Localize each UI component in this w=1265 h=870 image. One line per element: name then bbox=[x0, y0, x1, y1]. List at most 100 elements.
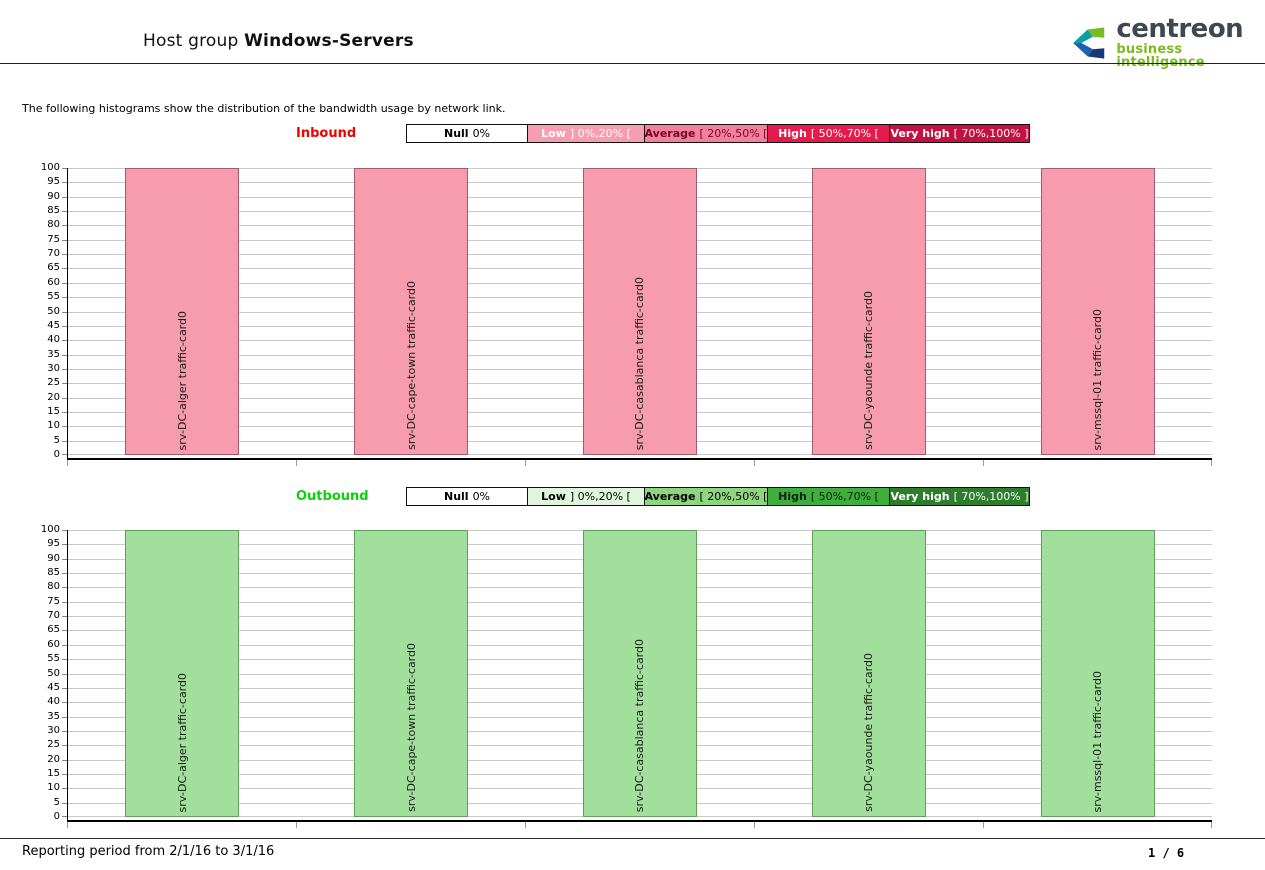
y-axis-label: 85 bbox=[47, 205, 60, 217]
y-axis-label: 25 bbox=[47, 377, 60, 389]
y-axis-tick bbox=[62, 716, 67, 718]
y-axis-label: 15 bbox=[47, 767, 60, 779]
bar-slot: srv-DC-yaounde traffic-card0 bbox=[754, 530, 983, 817]
y-axis-label: 30 bbox=[47, 724, 60, 736]
y-axis-tick bbox=[62, 745, 67, 747]
y-axis-tick bbox=[62, 573, 67, 575]
bar-slot: srv-DC-cape-town traffic-card0 bbox=[297, 530, 526, 817]
y-axis-label: 20 bbox=[47, 753, 60, 765]
bars-row: srv-DC-alger traffic-card0 srv-DC-cape-to… bbox=[68, 168, 1212, 455]
y-axis-tick bbox=[62, 368, 67, 370]
bar-label: srv-mssql-01 traffic-card0 bbox=[1091, 308, 1105, 450]
y-axis-label: 5 bbox=[53, 434, 60, 446]
y-axis-label: 70 bbox=[47, 248, 60, 260]
x-axis-tick bbox=[1211, 822, 1212, 828]
y-axis-tick bbox=[62, 196, 67, 198]
y-axis-tick bbox=[62, 182, 67, 184]
y-axis-label: 55 bbox=[47, 291, 60, 303]
legend-item-null: Null 0% bbox=[407, 488, 527, 505]
y-axis-label: 70 bbox=[47, 610, 60, 622]
inbound-histogram: 0 5 10 15 20 25 30 35 40 45 50 55 60 65 70 75 80 85 90 95 10… bbox=[27, 162, 1212, 466]
legend-item-very-high: Very high[ 70%,100% ] bbox=[889, 488, 1029, 505]
y-axis-tick bbox=[62, 297, 67, 299]
y-axis-label: 30 bbox=[47, 362, 60, 374]
bar-slot: srv-mssql-01 traffic-card0 bbox=[983, 168, 1212, 455]
plot-area: 0 5 10 15 20 25 30 35 40 45 50 55 60 65 70 75 80 85 90 95 10… bbox=[41, 524, 1212, 822]
histogram-bar: srv-DC-casablanca traffic-card0 bbox=[582, 530, 697, 817]
page-title-prefix: Host group bbox=[143, 31, 239, 51]
x-axis-tick bbox=[296, 822, 297, 828]
y-axis-label: 45 bbox=[47, 681, 60, 693]
y-axis-tick bbox=[62, 168, 67, 169]
y-axis-label: 60 bbox=[47, 638, 60, 650]
y-axis-tick bbox=[62, 673, 67, 675]
y-axis-tick bbox=[62, 759, 67, 761]
y-axis-label: 100 bbox=[40, 162, 60, 173]
centreon-logo-text: centreon business intelligence bbox=[1116, 16, 1265, 69]
y-axis-tick bbox=[62, 702, 67, 704]
x-axis-tick bbox=[67, 460, 68, 466]
bar-label: srv-DC-casablanca traffic-card0 bbox=[633, 638, 647, 812]
bar-slot: srv-DC-cape-town traffic-card0 bbox=[297, 168, 526, 455]
y-axis-tick bbox=[62, 544, 67, 546]
bar-label: srv-DC-alger traffic-card0 bbox=[175, 310, 189, 450]
y-axis-label: 85 bbox=[47, 567, 60, 579]
y-axis-tick bbox=[62, 802, 67, 804]
y-axis-tick bbox=[62, 730, 67, 732]
y-axis-tick bbox=[62, 788, 67, 790]
y-axis-tick bbox=[62, 340, 67, 342]
y-axis-tick bbox=[62, 616, 67, 618]
bar-slot: srv-DC-casablanca traffic-card0 bbox=[526, 530, 755, 817]
axis-gap bbox=[67, 455, 1212, 458]
y-axis-tick bbox=[62, 211, 67, 213]
y-axis-tick bbox=[62, 354, 67, 356]
y-axis-label: 90 bbox=[47, 552, 60, 564]
legend-item-high: High[ 50%,70% [ bbox=[767, 488, 889, 505]
y-axis-tick bbox=[62, 816, 67, 817]
y-axis-label: 60 bbox=[47, 276, 60, 288]
y-axis-label: 50 bbox=[47, 667, 60, 679]
y-axis-tick bbox=[62, 601, 67, 603]
y-axis-tick bbox=[62, 311, 67, 313]
page-title: Host group Windows-Servers bbox=[143, 31, 414, 51]
y-axis-tick bbox=[62, 630, 67, 632]
y-axis-label: 95 bbox=[47, 538, 60, 550]
inbound-legend: Null 0% Low] 0%,20% [Average[ 20%,50% [Hig… bbox=[406, 124, 1030, 143]
y-axis-label: 0 bbox=[53, 811, 60, 822]
logo-brand-name: centreon bbox=[1116, 14, 1244, 44]
y-axis-label: 25 bbox=[47, 739, 60, 751]
bar-label: srv-DC-casablanca traffic-card0 bbox=[633, 276, 647, 450]
x-axis bbox=[67, 820, 1212, 828]
y-axis-tick bbox=[62, 282, 67, 284]
footer-divider bbox=[0, 838, 1265, 839]
y-axis-tick bbox=[62, 268, 67, 270]
y-axis-tick bbox=[62, 659, 67, 661]
y-axis-label: 0 bbox=[53, 449, 60, 460]
x-axis-tick bbox=[525, 822, 526, 828]
y-axis-tick bbox=[62, 558, 67, 560]
histogram-bar: srv-DC-yaounde traffic-card0 bbox=[811, 530, 926, 817]
y-axis-label: 5 bbox=[53, 796, 60, 808]
y-axis-label: 35 bbox=[47, 710, 60, 722]
bar-label: srv-DC-cape-town traffic-card0 bbox=[404, 281, 418, 450]
reporting-period: Reporting period from 2/1/16 to 3/1/16 bbox=[22, 844, 275, 859]
y-axis-tick bbox=[62, 254, 67, 256]
x-axis-tick bbox=[983, 822, 984, 828]
y-axis-tick bbox=[62, 383, 67, 385]
bar-label: srv-DC-alger traffic-card0 bbox=[175, 672, 189, 812]
y-axis-tick bbox=[62, 454, 67, 455]
legend-item-average: Average[ 20%,50% [ bbox=[644, 488, 767, 505]
y-axis-label: 50 bbox=[47, 305, 60, 317]
y-axis-label: 15 bbox=[47, 405, 60, 417]
x-axis-tick bbox=[754, 822, 755, 828]
y-axis-tick bbox=[62, 440, 67, 442]
x-axis-tick bbox=[983, 460, 984, 466]
y-axis-tick bbox=[62, 397, 67, 399]
centreon-logo: centreon business intelligence bbox=[1070, 16, 1265, 69]
y-axis-tick bbox=[62, 426, 67, 428]
y-axis-label: 80 bbox=[47, 581, 60, 593]
bar-slot: srv-DC-alger traffic-card0 bbox=[68, 530, 297, 817]
y-axis-tick bbox=[62, 225, 67, 227]
legend-item-low: Low] 0%,20% [ bbox=[527, 125, 644, 142]
